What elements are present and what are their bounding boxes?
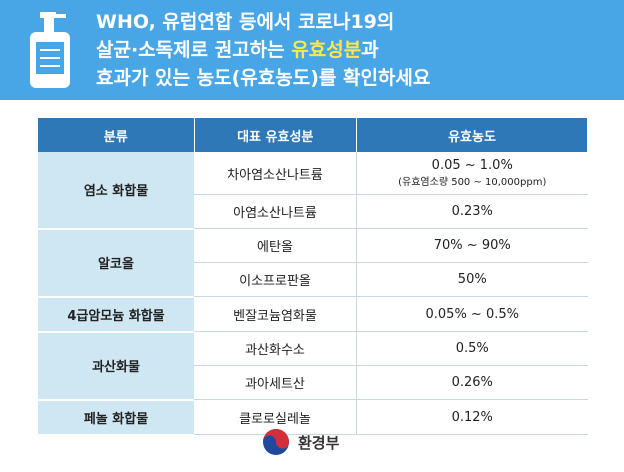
ingredient: 아염소산나트륨 (194, 194, 357, 229)
row: 4급암모늄 화합물 벤잘코늄염화물 0.05% ~ 0.5% (38, 296, 588, 333)
sanitizer-icon (30, 12, 70, 88)
category: 알코올 (38, 228, 194, 298)
column-header: 유효농도 (356, 118, 588, 152)
title-part: 유효성분 (291, 39, 362, 61)
category: 4급암모늄 화합물 (38, 296, 194, 333)
row: 과아세트산 0.26% (38, 365, 588, 400)
concentration-note: (유효염소량 500 ~ 10,000ppm) (398, 177, 547, 188)
concentration: 0.23% (356, 194, 588, 229)
title-line: 효과가 있는 농도(유효농도)를 확인하세요 (96, 64, 430, 92)
ingredient: 에탄올 (194, 228, 357, 263)
concentration: 0.12% (356, 399, 588, 435)
row: 알코올 에탄올 70% ~ 90% (38, 228, 588, 298)
title-line: 살균·소독제로 권고하는 유효성분과 (96, 36, 430, 64)
row: 과산화물 과산화수소 0.5% (38, 331, 588, 401)
title-line: WHO, 유럽연합 등에서 코로나19의 (96, 8, 430, 36)
category: 페놀 화합물 (38, 399, 194, 436)
row: 이소프로판올 50% (38, 262, 588, 297)
logo (263, 429, 289, 455)
row: 염소 화합물 차아염소산나트륨 0.05 ~ 1.0% (유효염소량 500 ~ 10… (38, 152, 588, 230)
ingredient: 이소프로판올 (194, 262, 357, 297)
concentration-value: 0.05% ~ 0.5% (425, 306, 519, 322)
org-name: 환경부 (298, 433, 340, 452)
concentration-value: 0.26% (451, 375, 493, 390)
row: 아염소산나트륨 0.23% (38, 194, 588, 229)
concentration-value: 50% (457, 272, 487, 287)
column-header: 분류 (38, 118, 195, 152)
title-part: 과 (361, 39, 379, 61)
concentration: 0.26% (356, 365, 588, 400)
ingredient: 차아염소산나트륨 (194, 152, 357, 195)
ingredient: 과산화수소 (194, 331, 357, 366)
concentration: 0.05 ~ 1.0% (유효염소량 500 ~ 10,000ppm) (356, 152, 588, 195)
footer: 환경부 (262, 428, 339, 456)
category: 과산화물 (38, 331, 194, 401)
concentration: 70% ~ 90% (356, 228, 588, 263)
title-part: WHO, 유럽연합 등에서 코로나19의 (96, 11, 395, 33)
title-part: 살균·소독제로 권고하는 (96, 39, 292, 61)
concentration-value: 70% ~ 90% (433, 238, 511, 253)
category: 염소 화합물 (38, 152, 194, 230)
title-part: 효과가 있는 농도(유효농도)를 확인하세요 (96, 67, 431, 89)
concentration: 50% (356, 262, 588, 297)
concentration-value: 0.05 ~ 1.0% (431, 158, 513, 173)
concentration-value: 0.5% (455, 341, 489, 356)
concentration-value: 0.23% (451, 204, 493, 219)
column-header: 대표 유효성분 (194, 118, 357, 152)
concentration: 0.5% (356, 331, 588, 366)
concentration-value: 0.12% (451, 409, 493, 425)
ingredient: 과아세트산 (194, 365, 357, 400)
concentration: 0.05% ~ 0.5% (356, 296, 588, 332)
ingredient: 벤잘코늄염화물 (194, 296, 357, 332)
